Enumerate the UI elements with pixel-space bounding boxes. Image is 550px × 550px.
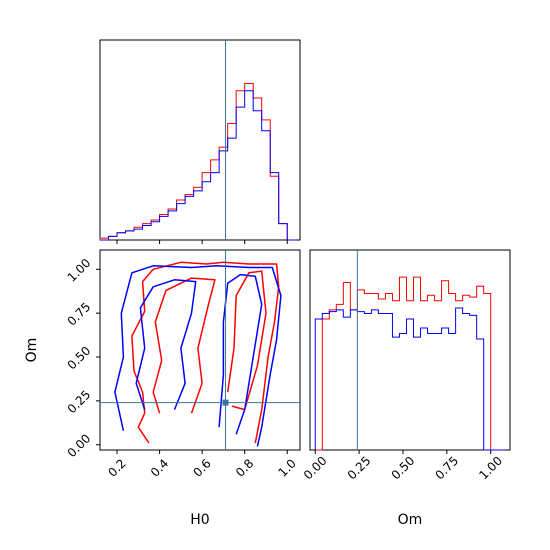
- om-histogram-layer: [314, 250, 505, 451]
- joint-contour-5: [218, 273, 263, 435]
- joint-x-tick-label-2: 0.6: [190, 456, 213, 479]
- h0-histogram-series-0: [99, 82, 296, 241]
- panel-om-histogram: 0.00 0.25 0.50 0.75 1.00 Om: [301, 249, 511, 528]
- panel-h0-histogram: [99, 39, 301, 244]
- om-x-tick-label-1: 0.25: [345, 454, 374, 483]
- joint-contour-0: [131, 261, 280, 444]
- panel-joint-contour: 0.2 0.4 0.6 0.8 1.0 0.000.250.500.751.00 H0 …: [24, 249, 301, 528]
- joint-x-tick-label-3: 0.8: [233, 456, 256, 479]
- om-x-axis-label: Om: [398, 512, 423, 528]
- joint-y-tick-label-0: 0.00: [65, 431, 94, 460]
- om-x-tick-label-2: 0.50: [389, 454, 418, 483]
- om-x-ticks: 0.00 0.25 0.50 0.75 1.00: [301, 450, 505, 482]
- joint-x-tick-label-1: 0.4: [148, 456, 171, 479]
- joint-y-tick-label-2: 0.50: [65, 344, 94, 373]
- h0-histogram-series-1: [100, 90, 296, 241]
- om-x-tick-label-0: 0.00: [301, 454, 330, 483]
- panel-h0-frame: [99, 39, 301, 241]
- joint-contour-2: [226, 270, 267, 411]
- joint-x-tick-label-4: 1.0: [276, 456, 299, 479]
- om-histogram-series-0: [315, 276, 505, 451]
- h0-histogram-layer: [99, 40, 296, 241]
- joint-y-tick-label-3: 0.75: [65, 300, 94, 329]
- joint-contour-1: [152, 277, 216, 414]
- om-x-tick-label-3: 0.75: [432, 454, 461, 483]
- panel-om-frame: [309, 249, 511, 451]
- joint-y-axis-label: Om: [24, 338, 40, 363]
- om-x-tick-label-4: 1.00: [476, 454, 505, 483]
- joint-y-ticks: 0.00 0.25 0.50 0.75 1.00: [65, 256, 100, 460]
- joint-x-tick-label-0: 0.2: [105, 456, 128, 479]
- panel-joint-frame: [99, 249, 301, 451]
- joint-x-ticks: 0.2 0.4 0.6 0.8 1.0: [105, 450, 299, 480]
- joint-x-axis-label: H0: [190, 512, 209, 528]
- joint-truth-marker: [222, 399, 229, 406]
- h0-top-ticks: [116, 240, 288, 244]
- joint-y-tick-label-1: 0.25: [65, 387, 94, 416]
- joint-y-tick-label-4: 1.00: [65, 256, 94, 285]
- joint-contour-layer: [100, 250, 300, 450]
- joint-contour-3: [114, 265, 282, 447]
- om-histogram-series-1: [314, 307, 505, 451]
- joint-contour-4: [135, 279, 197, 410]
